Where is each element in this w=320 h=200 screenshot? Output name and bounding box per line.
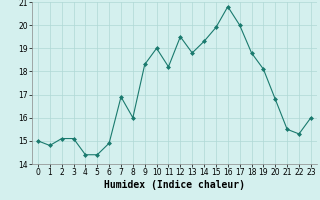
X-axis label: Humidex (Indice chaleur): Humidex (Indice chaleur) <box>104 180 245 190</box>
